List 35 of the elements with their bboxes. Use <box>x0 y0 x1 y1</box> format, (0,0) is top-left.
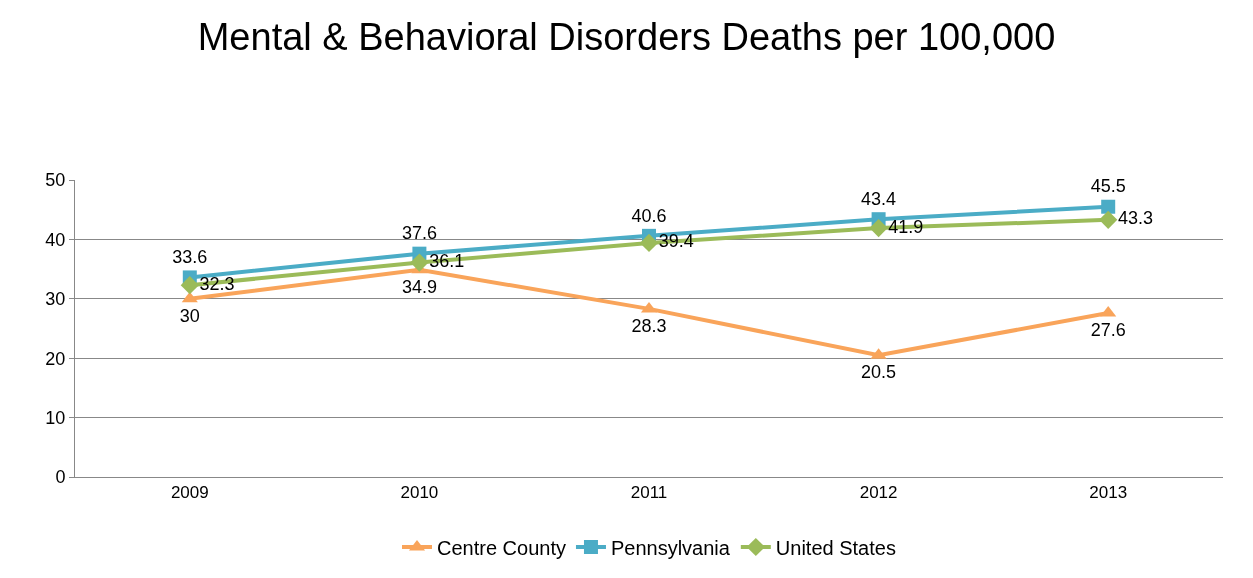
data-label: 28.3 <box>631 316 667 337</box>
data-label: 45.5 <box>1090 176 1126 197</box>
point <box>639 233 659 253</box>
point <box>180 276 199 295</box>
legend-label: Centre County <box>437 536 566 559</box>
x-tick-label: 2011 <box>630 483 668 503</box>
x-tick-label: 2010 <box>400 483 439 503</box>
legend-label: United States <box>775 536 896 559</box>
y-tick-label: 50 <box>45 170 66 191</box>
y-tick-label: 20 <box>45 348 66 369</box>
data-label: 43.3 <box>1117 208 1153 229</box>
y-tick-label: 30 <box>45 289 66 310</box>
data-label: 34.9 <box>401 276 437 297</box>
data-label: 43.4 <box>861 188 897 209</box>
point <box>1101 199 1116 214</box>
data-label: 40.6 <box>631 205 667 226</box>
x-tick-label: 2009 <box>170 483 209 503</box>
data-label: 36.1 <box>429 251 465 272</box>
y-tick-label: 10 <box>45 407 66 428</box>
y-tick-label: 0 <box>55 467 66 488</box>
data-label: 41.9 <box>888 216 924 237</box>
data-label: 30 <box>179 306 200 327</box>
legend-label: Pennsylvania <box>610 536 731 559</box>
point <box>1099 210 1118 229</box>
y-tick-label: 40 <box>45 229 66 250</box>
point <box>410 253 429 272</box>
point <box>181 291 198 303</box>
data-label: 20.5 <box>861 362 897 383</box>
point <box>869 219 888 238</box>
chart-title: Mental & Behavioral Disorders Deaths per 100,000 <box>197 15 1056 58</box>
data-label: 33.6 <box>172 247 208 268</box>
data-label: 27.6 <box>1090 320 1126 341</box>
x-tick-label: 2013 <box>1089 483 1128 503</box>
data-label: 37.6 <box>401 223 437 244</box>
x-tick-label: 2012 <box>859 483 898 503</box>
